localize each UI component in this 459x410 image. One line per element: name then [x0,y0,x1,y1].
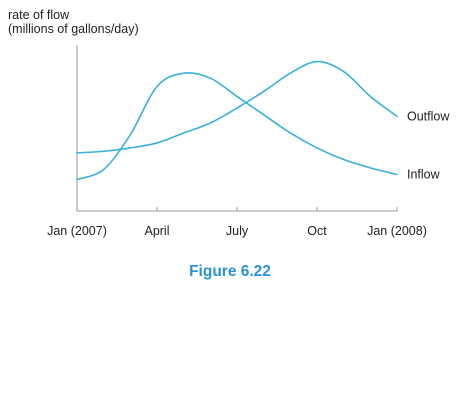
x-tick-label: July [226,224,249,238]
series-label-outflow: Outflow [407,109,450,123]
series-label-inflow: Inflow [407,167,441,181]
x-tick-labels: Jan (2007) April July Oct Jan (2008) [47,224,427,238]
y-axis-label-line-1: rate of flow [8,8,70,22]
series-labels: Outflow Inflow [407,109,450,181]
x-tick-label: Jan (2007) [47,224,107,238]
figure-caption: Figure 6.22 [189,263,271,280]
x-tick-label: April [144,224,169,238]
series-lines [76,60,398,181]
x-tick-label: Oct [307,224,327,238]
x-tick-label: Jan (2008) [367,224,427,238]
series-line-inflow [76,72,398,181]
x-tick-marks [76,207,398,211]
y-axis-label-line-2: (millions of gallons/day) [8,22,139,36]
series-line-outflow [76,60,398,154]
